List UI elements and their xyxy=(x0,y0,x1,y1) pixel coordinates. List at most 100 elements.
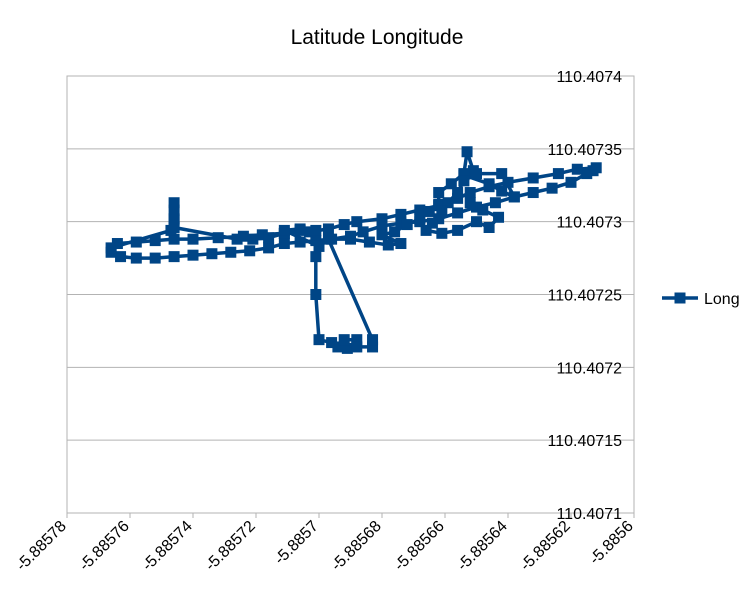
data-point xyxy=(464,187,476,199)
data-point xyxy=(489,197,501,209)
data-point xyxy=(237,230,249,242)
data-point xyxy=(546,182,558,194)
data-point xyxy=(313,334,325,346)
data-point xyxy=(527,172,539,184)
data-point xyxy=(414,204,426,216)
data-point xyxy=(452,192,464,204)
data-point xyxy=(502,176,514,188)
data-point xyxy=(168,221,180,233)
x-tick-label: -5.88568 xyxy=(328,518,385,575)
data-point xyxy=(433,198,445,210)
data-point xyxy=(452,224,464,236)
x-tick-label: -5.88566 xyxy=(391,518,448,575)
x-tick-label: -5.88564 xyxy=(454,518,511,575)
data-point xyxy=(581,168,593,180)
data-point xyxy=(351,216,363,228)
y-tick-label: 110.4071 xyxy=(556,506,622,523)
data-point xyxy=(149,235,161,247)
data-point xyxy=(351,341,363,353)
legend-label: Long xyxy=(704,291,740,308)
data-point xyxy=(149,252,161,264)
data-point xyxy=(115,251,127,263)
data-point xyxy=(130,236,142,248)
data-point xyxy=(442,197,454,209)
data-point xyxy=(168,233,180,245)
data-point xyxy=(294,223,306,235)
data-point xyxy=(452,207,464,219)
data-point xyxy=(414,213,426,225)
data-point xyxy=(225,246,237,258)
data-point xyxy=(187,233,199,245)
data-point xyxy=(423,205,435,217)
y-axis-tick-labels: 110.4071 110.40715 110.4072 110.40725 110.40… xyxy=(548,69,623,523)
data-point xyxy=(401,219,413,231)
data-point xyxy=(357,226,369,238)
series-line-0 xyxy=(109,149,598,351)
data-point xyxy=(426,217,438,229)
y-tick-label: 110.40725 xyxy=(548,288,623,305)
data-point xyxy=(130,252,142,264)
data-point xyxy=(464,197,476,209)
y-tick-label: 110.40735 xyxy=(548,142,623,159)
data-point xyxy=(433,187,445,199)
data-point xyxy=(367,334,379,346)
data-point xyxy=(310,289,322,300)
data-point xyxy=(458,169,470,181)
data-point xyxy=(382,239,394,251)
data-point xyxy=(496,185,508,197)
x-axis-tick-labels: -5.88578 -5.88576 -5.88574 -5.88572 -5.8857-… xyxy=(13,518,637,575)
data-point xyxy=(508,191,520,203)
y-tick-label: 110.40715 xyxy=(548,433,623,450)
data-point xyxy=(527,187,539,199)
data-point xyxy=(111,238,123,250)
data-point xyxy=(341,342,353,354)
chart-title: Latitude Longitude xyxy=(291,26,464,49)
data-point xyxy=(471,201,482,213)
data-point xyxy=(105,242,117,254)
data-point xyxy=(493,211,505,223)
legend-marker xyxy=(674,292,686,304)
data-point xyxy=(483,221,495,233)
data-point xyxy=(477,204,489,216)
data-point xyxy=(420,224,432,236)
data-point xyxy=(376,213,388,225)
data-point xyxy=(433,213,445,225)
data-point xyxy=(436,205,448,217)
data-point xyxy=(471,168,482,180)
data-point xyxy=(590,162,602,174)
data-point xyxy=(263,232,275,244)
data-point xyxy=(244,245,256,257)
x-tick-label: -5.88574 xyxy=(139,518,196,575)
y-tick-label: 110.4072 xyxy=(556,360,622,377)
data-point xyxy=(168,204,180,216)
data-point xyxy=(496,168,508,180)
y-tick-label: 110.4074 xyxy=(556,69,622,86)
x-axis-ticks xyxy=(66,513,635,518)
x-tick-label: -5.8857 xyxy=(271,518,321,568)
data-point xyxy=(461,146,473,158)
data-point xyxy=(187,249,199,261)
data-point xyxy=(310,251,322,263)
data-point xyxy=(571,163,583,175)
data-point xyxy=(313,240,325,252)
data-point xyxy=(231,233,243,245)
data-point xyxy=(206,248,218,260)
data-point xyxy=(363,236,375,248)
data-point xyxy=(310,235,322,247)
data-point xyxy=(212,232,224,244)
data-point xyxy=(565,176,577,188)
data-point xyxy=(471,216,482,228)
x-tick-label: -5.8856 xyxy=(586,518,636,568)
data-point xyxy=(552,168,564,180)
data-point xyxy=(326,337,338,349)
data-point xyxy=(247,233,259,245)
data-point xyxy=(322,223,334,235)
y-tick-label: 110.4073 xyxy=(556,215,622,232)
data-point xyxy=(458,175,470,187)
data-point xyxy=(338,334,350,346)
data-point xyxy=(304,226,316,238)
data-point xyxy=(436,227,448,239)
data-point xyxy=(483,178,495,190)
data-point xyxy=(395,217,407,229)
